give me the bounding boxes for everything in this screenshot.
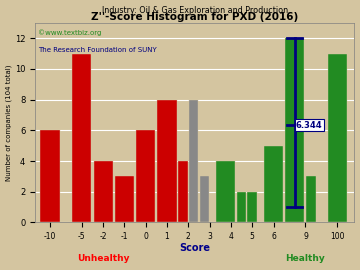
Text: 6.344: 6.344 [296,121,323,130]
Bar [115,176,134,222]
Bar [94,161,113,222]
Bar [199,176,209,222]
Bar [264,146,283,222]
Text: Healthy: Healthy [285,254,325,263]
Bar [178,161,188,222]
Bar [216,161,235,222]
Bar [306,176,316,222]
Text: Unhealthy: Unhealthy [77,254,130,263]
Text: ©www.textbiz.org: ©www.textbiz.org [38,29,102,36]
Y-axis label: Number of companies (104 total): Number of companies (104 total) [5,65,12,181]
Bar [189,100,198,222]
Bar [237,192,246,222]
Bar [328,53,347,222]
X-axis label: Score: Score [179,242,210,252]
Bar [72,53,91,222]
Bar [247,192,257,222]
Bar [40,130,59,222]
Text: The Research Foundation of SUNY: The Research Foundation of SUNY [38,47,157,53]
Bar [136,130,156,222]
Bar [285,38,305,222]
Title: Z''-Score Histogram for PXD (2016): Z''-Score Histogram for PXD (2016) [91,12,298,22]
Text: Industry: Oil & Gas Exploration and Production: Industry: Oil & Gas Exploration and Prod… [102,6,288,15]
Bar [157,100,177,222]
